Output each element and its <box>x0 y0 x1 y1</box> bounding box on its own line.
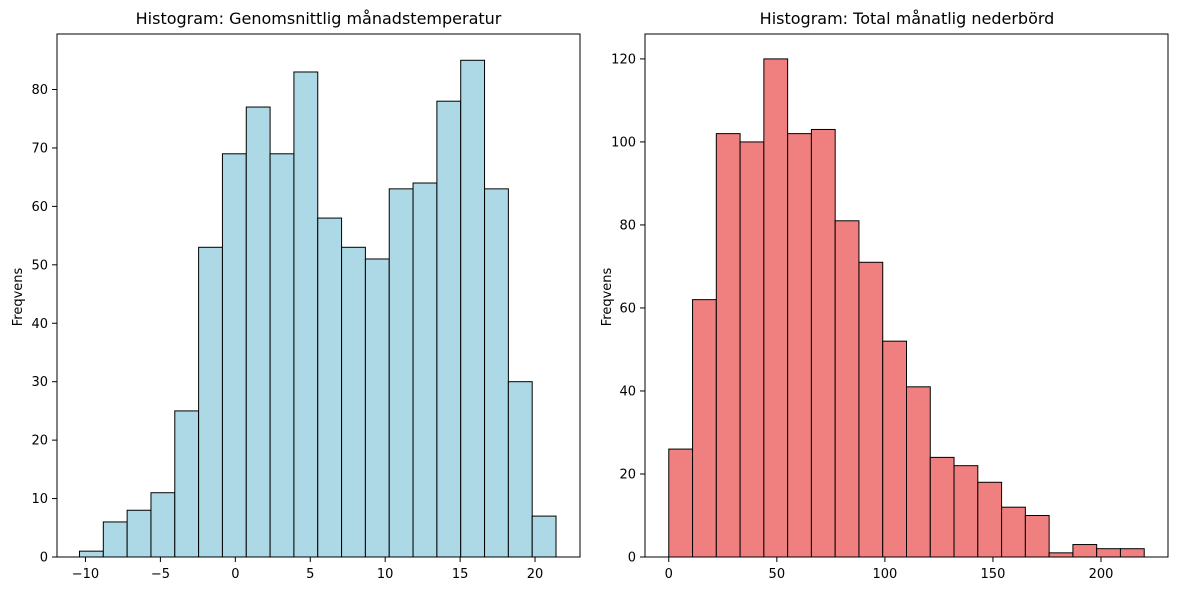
histogram-bar <box>412 182 438 558</box>
y-tick-label: 0 <box>40 551 48 566</box>
histogram-bar <box>78 550 104 558</box>
plot-frame <box>644 33 1169 558</box>
histogram-bar <box>436 100 462 558</box>
histogram-bar <box>810 128 836 558</box>
y-tick-label: 120 <box>611 52 636 67</box>
y-tick-label: 80 <box>619 218 636 233</box>
x-ticks: 0 50 100 150 200 <box>665 557 1114 582</box>
histogram-bar <box>668 448 694 558</box>
temperature-histogram: Histogram: Genomsnittlig månadstemperatu… <box>11 9 581 582</box>
y-axis-label: Freqvens <box>600 268 615 327</box>
histogram-bar <box>834 220 860 558</box>
chart-title: Histogram: Total månatlig nederbörd <box>760 9 1055 28</box>
histogram-bar <box>1119 548 1145 558</box>
y-tick-label: 60 <box>31 200 48 215</box>
y-tick-label: 100 <box>611 135 636 150</box>
x-tick-label: 15 <box>452 567 469 582</box>
histogram-bar <box>245 106 271 558</box>
histogram-bar <box>906 386 931 558</box>
histogram-bar <box>1048 552 1074 558</box>
histogram-bar <box>787 133 812 558</box>
histogram-bar <box>739 141 765 558</box>
histogram-bar <box>531 515 557 558</box>
histogram-bar <box>198 246 223 558</box>
histogram-bar <box>341 246 366 558</box>
histogram-bar <box>174 410 200 558</box>
histogram-bar <box>858 261 884 558</box>
histogram-bar <box>882 340 908 558</box>
histogram-bar <box>1024 514 1050 558</box>
histogram-bar <box>1072 544 1098 558</box>
x-tick-label: −5 <box>151 567 170 582</box>
y-tick-label: 30 <box>31 375 48 390</box>
y-tick-label: 40 <box>619 384 636 399</box>
x-tick-label: 0 <box>231 567 239 582</box>
histogram-bar <box>293 71 319 558</box>
x-tick-label: 20 <box>527 567 544 582</box>
x-tick-label: 0 <box>665 567 673 582</box>
histogram-bar <box>150 492 176 558</box>
x-tick-label: 10 <box>377 567 394 582</box>
x-tick-label: 5 <box>306 567 314 582</box>
histogram-bar <box>953 465 979 558</box>
histogram-bar <box>221 153 247 558</box>
x-tick-label: 200 <box>1089 567 1114 582</box>
histogram-bar <box>1001 506 1026 558</box>
precipitation-histogram: Histogram: Total månatlig nederbörd Freq… <box>600 9 1169 582</box>
histogram-bar <box>692 299 717 558</box>
y-tick-label: 40 <box>31 317 48 332</box>
y-tick-label: 20 <box>619 467 636 482</box>
y-ticks: 0 10 20 30 40 50 60 70 80 <box>31 83 57 566</box>
histogram-bar <box>1096 548 1121 558</box>
plot-frame <box>56 33 581 558</box>
y-tick-label: 50 <box>31 258 48 273</box>
histogram-bar <box>484 188 509 558</box>
histogram-bar <box>317 217 343 558</box>
y-ticks: 0 20 40 60 80 100 120 <box>611 52 645 566</box>
histogram-bar <box>507 381 533 558</box>
chart-title: Histogram: Genomsnittlig månadstemperatu… <box>136 9 502 28</box>
histogram-bar <box>977 481 1003 558</box>
y-tick-label: 80 <box>31 83 48 98</box>
histogram-bar <box>102 521 128 558</box>
y-tick-label: 20 <box>31 434 48 449</box>
y-tick-label: 70 <box>31 141 48 156</box>
histogram-bar <box>460 59 486 558</box>
histogram-bar <box>388 188 414 558</box>
histogram-bar <box>364 258 390 558</box>
x-tick-label: 150 <box>981 567 1006 582</box>
x-tick-label: −10 <box>72 567 99 582</box>
x-tick-label: 100 <box>872 567 897 582</box>
y-tick-label: 10 <box>31 492 48 507</box>
histogram-bar <box>269 153 295 558</box>
histogram-bar <box>929 456 955 558</box>
y-tick-label: 60 <box>619 301 636 316</box>
y-tick-label: 0 <box>628 551 636 566</box>
histogram-bar <box>126 509 152 558</box>
y-axis-label: Freqvens <box>11 268 26 327</box>
histogram-bar <box>763 58 789 558</box>
x-ticks: −10 −5 0 5 10 15 20 <box>72 557 544 582</box>
histogram-bar <box>715 133 741 558</box>
x-tick-label: 50 <box>769 567 786 582</box>
